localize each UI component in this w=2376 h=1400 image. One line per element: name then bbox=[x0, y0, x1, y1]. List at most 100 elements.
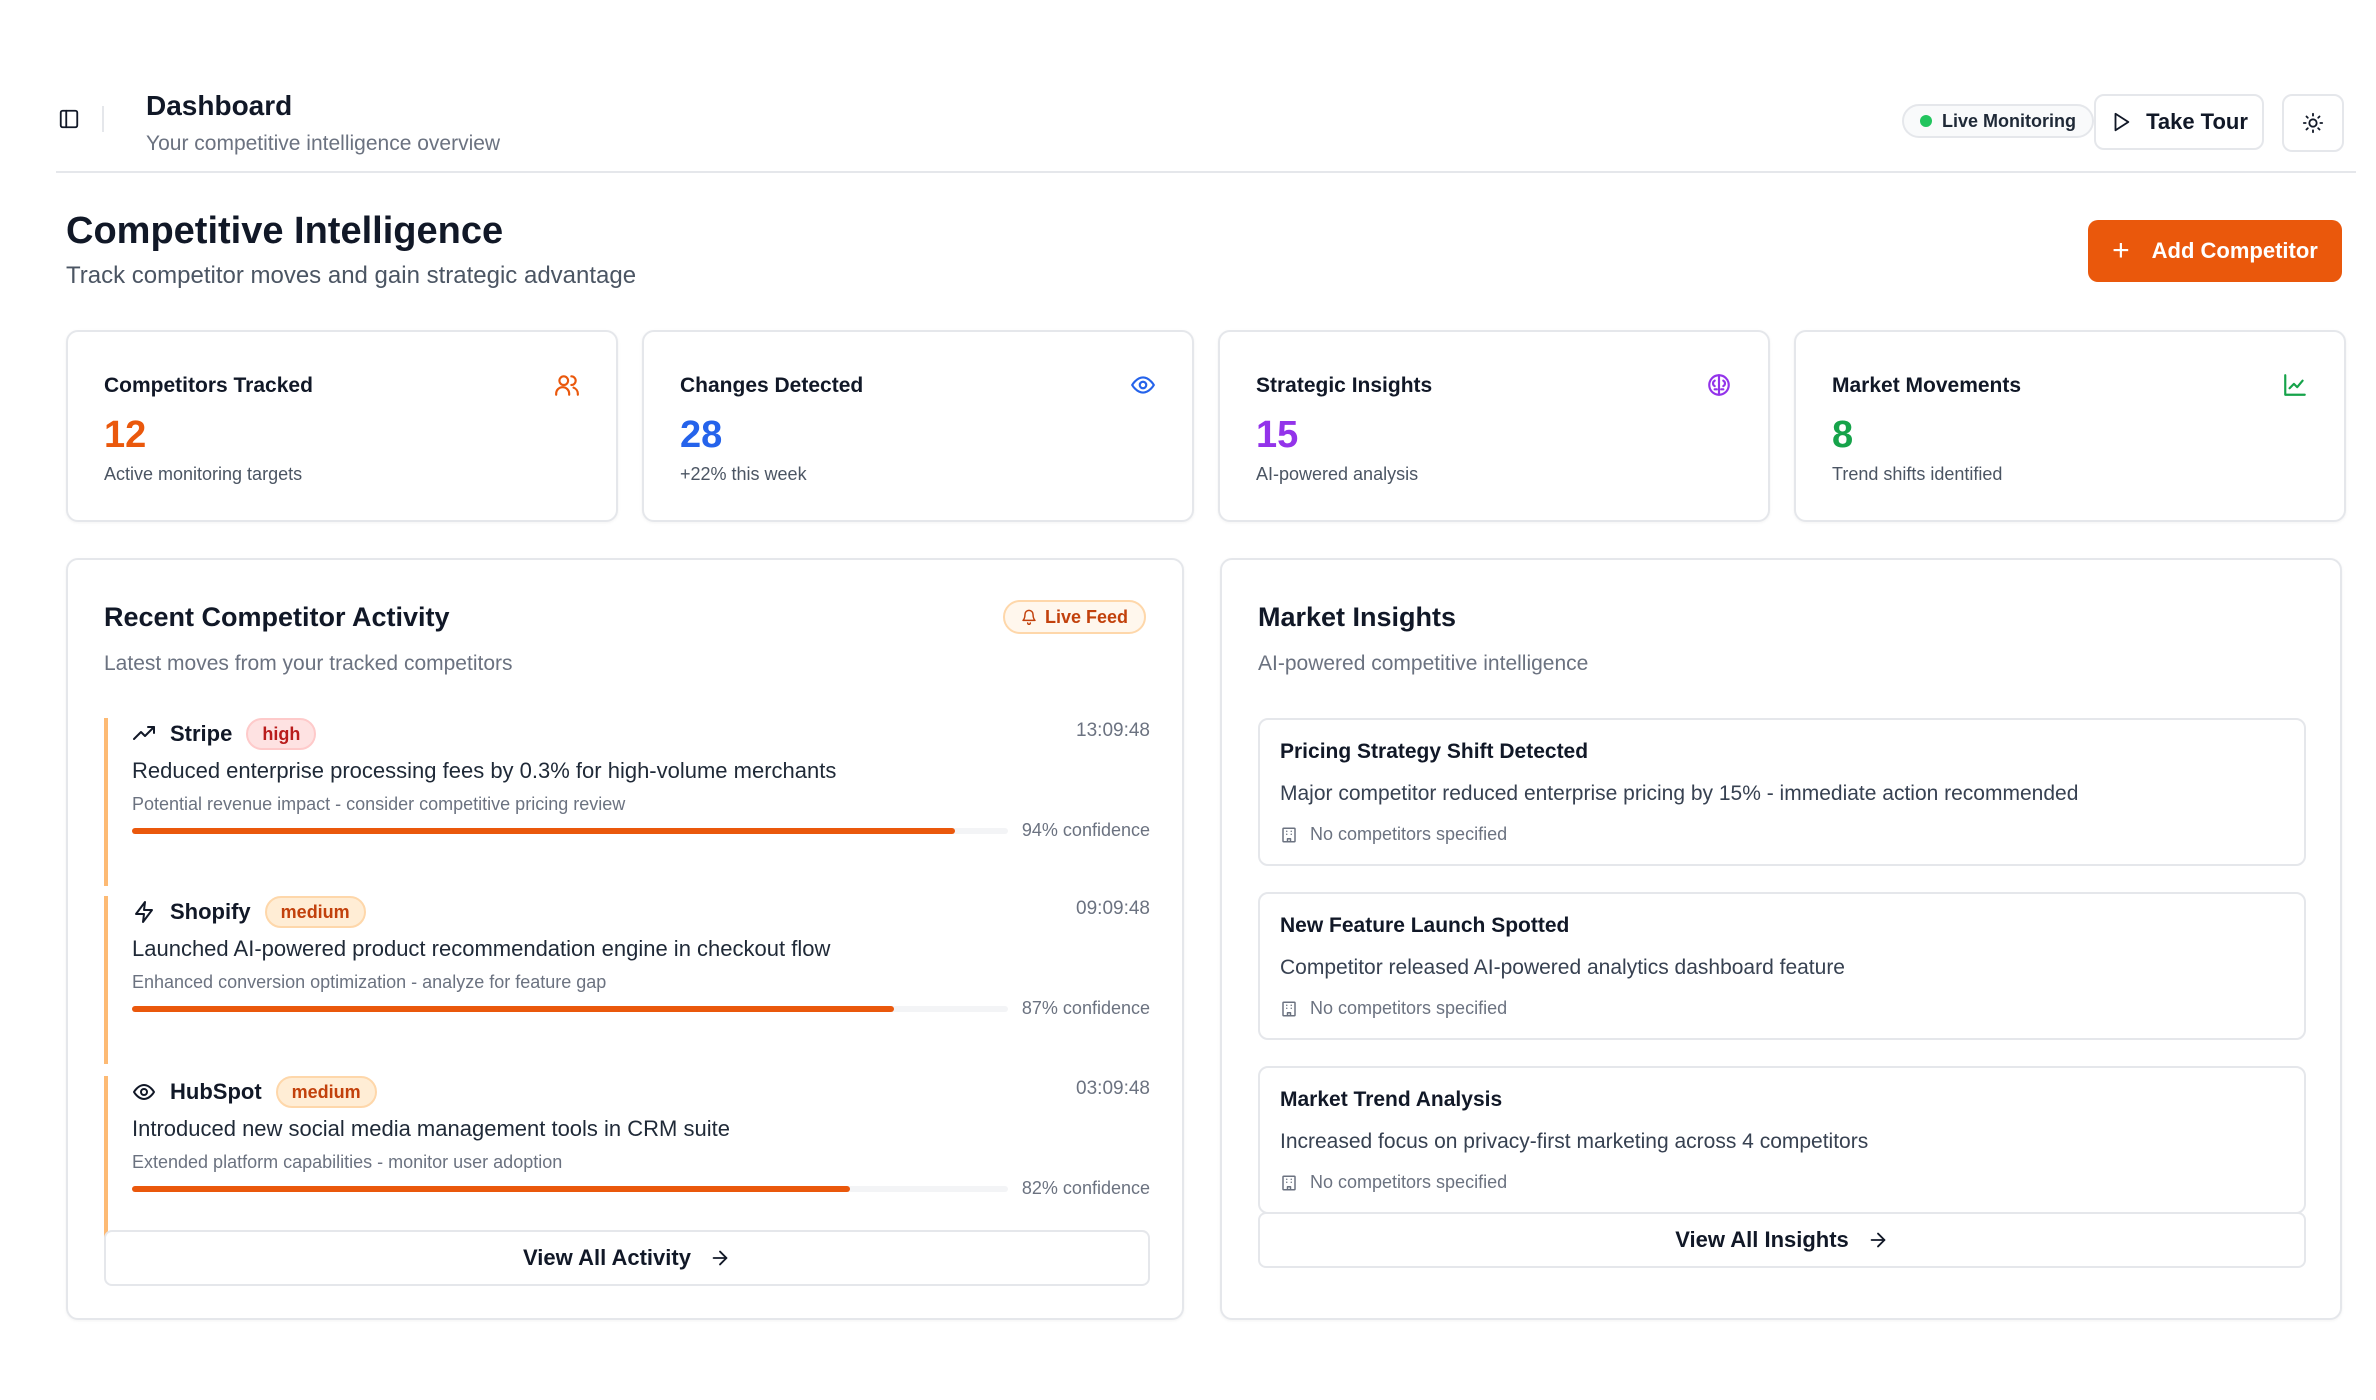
insight-meta: No competitors specified bbox=[1280, 824, 1507, 845]
confidence-label: 82% confidence bbox=[1021, 1178, 1150, 1198]
top-header: Dashboard Your competitive intelligence … bbox=[56, 60, 2356, 173]
confidence-bar bbox=[132, 828, 1008, 834]
stat-desc: AI-powered analysis bbox=[1256, 464, 1419, 484]
stat-label: Competitors Tracked bbox=[104, 374, 313, 397]
stat-desc: Active monitoring targets bbox=[104, 464, 303, 484]
insight-card[interactable]: Pricing Strategy Shift Detected Major co… bbox=[1258, 718, 2306, 866]
eye-icon bbox=[133, 1084, 155, 1100]
stat-card-competitors-tracked: Competitors Tracked 12 Active monitoring… bbox=[66, 330, 618, 522]
bell-icon bbox=[1022, 609, 1036, 625]
users-icon bbox=[555, 375, 579, 396]
trending-up-icon bbox=[133, 726, 155, 740]
stat-desc: Trend shifts identified bbox=[1832, 464, 2003, 484]
competitor-name: Stripe bbox=[170, 721, 233, 746]
insights-panel-subtitle: AI-powered competitive intelligence bbox=[1258, 652, 1589, 675]
insight-title: Market Trend Analysis bbox=[1280, 1088, 1503, 1111]
stat-value: 28 bbox=[680, 414, 723, 456]
confidence-bar bbox=[132, 1006, 1008, 1012]
recent-activity-panel: Recent Competitor Activity Latest moves … bbox=[66, 558, 1184, 1320]
insight-description: Increased focus on privacy-first marketi… bbox=[1280, 1130, 1869, 1153]
plus-icon: + bbox=[2112, 234, 2130, 267]
stat-card-changes-detected: Changes Detected 28 +22% this week bbox=[642, 330, 1194, 522]
view-all-activity-label: View All Activity bbox=[523, 1245, 691, 1270]
activity-panel-subtitle: Latest moves from your tracked competito… bbox=[104, 652, 513, 675]
activity-item-stripe[interactable]: Stripe high 13:09:48 Reduced enterprise … bbox=[104, 718, 1150, 886]
competitor-name: HubSpot bbox=[170, 1079, 262, 1104]
insight-meta-label: No competitors specified bbox=[1310, 824, 1508, 844]
stat-label: Changes Detected bbox=[680, 374, 864, 397]
activity-description: Introduced new social media management t… bbox=[132, 1116, 730, 1141]
stat-card-strategic-insights: Strategic Insights 15 AI-powered analysi… bbox=[1218, 330, 1770, 522]
page-subtitle: Track competitor moves and gain strategi… bbox=[66, 262, 637, 289]
activity-timestamp: 09:09:48 bbox=[1076, 898, 1150, 919]
brain-icon bbox=[1708, 374, 1730, 396]
add-competitor-label: Add Competitor bbox=[2151, 238, 2318, 263]
live-feed-label: Live Feed bbox=[1044, 606, 1128, 627]
activity-timestamp: 13:09:48 bbox=[1076, 720, 1150, 741]
insight-card[interactable]: New Feature Launch Spotted Competitor re… bbox=[1258, 892, 2306, 1040]
insight-meta-label: No competitors specified bbox=[1310, 998, 1508, 1018]
market-insights-panel: Market Insights AI-powered competitive i… bbox=[1220, 558, 2342, 1320]
confidence-bar-fill bbox=[132, 1186, 851, 1192]
activity-item-shopify[interactable]: Shopify medium 09:09:48 Launched AI-powe… bbox=[104, 896, 1150, 1064]
confidence-bar-fill bbox=[132, 1006, 895, 1012]
activity-header: HubSpot medium bbox=[132, 1076, 377, 1108]
activity-impact: Extended platform capabilities - monitor… bbox=[132, 1152, 563, 1172]
activity-description: Launched AI-powered product recommendati… bbox=[132, 936, 831, 961]
stat-label: Market Movements bbox=[1832, 374, 2022, 397]
stat-value: 15 bbox=[1256, 414, 1299, 456]
live-monitoring-badge: Live Monitoring bbox=[1902, 104, 2094, 138]
panel-left-icon bbox=[59, 109, 79, 129]
severity-badge: medium bbox=[275, 1076, 377, 1108]
confidence-label: 87% confidence bbox=[1021, 998, 1150, 1018]
chart-line-icon bbox=[2284, 374, 2306, 396]
building-icon bbox=[1282, 1175, 1296, 1190]
eye-icon bbox=[1131, 376, 1155, 394]
live-status-dot bbox=[1920, 115, 1932, 127]
activity-panel-title: Recent Competitor Activity bbox=[104, 602, 450, 632]
sun-icon bbox=[2302, 112, 2324, 134]
add-competitor-button[interactable]: + Add Competitor bbox=[2088, 220, 2342, 282]
stat-card-market-movements: Market Movements 8 Trend shifts identifi… bbox=[1794, 330, 2346, 522]
insight-title: New Feature Launch Spotted bbox=[1280, 914, 1570, 937]
live-monitoring-label: Live Monitoring bbox=[1942, 110, 2076, 131]
arrow-right-icon bbox=[712, 1250, 728, 1266]
play-icon bbox=[2114, 112, 2130, 132]
activity-item-hubspot[interactable]: HubSpot medium 03:09:48 Introduced new s… bbox=[104, 1076, 1150, 1244]
activity-impact: Enhanced conversion optimization - analy… bbox=[132, 972, 607, 992]
stat-desc: +22% this week bbox=[680, 464, 807, 484]
take-tour-label: Take Tour bbox=[2146, 109, 2248, 134]
building-icon bbox=[1282, 827, 1296, 842]
confidence-bar-fill bbox=[132, 828, 956, 834]
insight-description: Competitor released AI-powered analytics… bbox=[1280, 956, 1845, 979]
building-icon bbox=[1282, 1001, 1296, 1016]
competitor-name: Shopify bbox=[170, 899, 251, 924]
insight-card[interactable]: Market Trend Analysis Increased focus on… bbox=[1258, 1066, 2306, 1214]
live-feed-badge: Live Feed bbox=[1002, 600, 1146, 634]
activity-timestamp: 03:09:48 bbox=[1076, 1078, 1150, 1099]
insights-panel-title: Market Insights bbox=[1258, 602, 1457, 632]
header-subtitle: Your competitive intelligence overview bbox=[146, 132, 501, 155]
view-all-insights-label: View All Insights bbox=[1675, 1227, 1849, 1252]
insight-meta-label: No competitors specified bbox=[1310, 1172, 1508, 1192]
zap-icon bbox=[135, 901, 153, 923]
view-all-activity-button[interactable]: View All Activity bbox=[104, 1230, 1150, 1286]
header-title: Dashboard bbox=[146, 90, 293, 121]
insight-title: Pricing Strategy Shift Detected bbox=[1280, 740, 1589, 763]
arrow-right-icon bbox=[1870, 1232, 1886, 1248]
insight-description: Major competitor reduced enterprise pric… bbox=[1280, 782, 2079, 805]
confidence-label: 94% confidence bbox=[1021, 820, 1150, 840]
page-title: Competitive Intelligence bbox=[66, 210, 504, 252]
severity-badge: high bbox=[246, 718, 317, 750]
view-all-insights-button[interactable]: View All Insights bbox=[1258, 1212, 2306, 1268]
activity-impact: Potential revenue impact - consider comp… bbox=[132, 794, 626, 814]
theme-toggle-button[interactable] bbox=[2282, 94, 2344, 152]
activity-header: Shopify medium bbox=[132, 896, 366, 928]
sidebar-toggle-button[interactable] bbox=[56, 106, 82, 132]
stat-label: Strategic Insights bbox=[1256, 374, 1433, 397]
insight-meta: No competitors specified bbox=[1280, 1172, 1507, 1193]
insight-meta: No competitors specified bbox=[1280, 998, 1507, 1019]
activity-header: Stripe high bbox=[132, 718, 317, 750]
header-divider bbox=[102, 106, 104, 132]
take-tour-button[interactable]: Take Tour bbox=[2094, 94, 2264, 150]
